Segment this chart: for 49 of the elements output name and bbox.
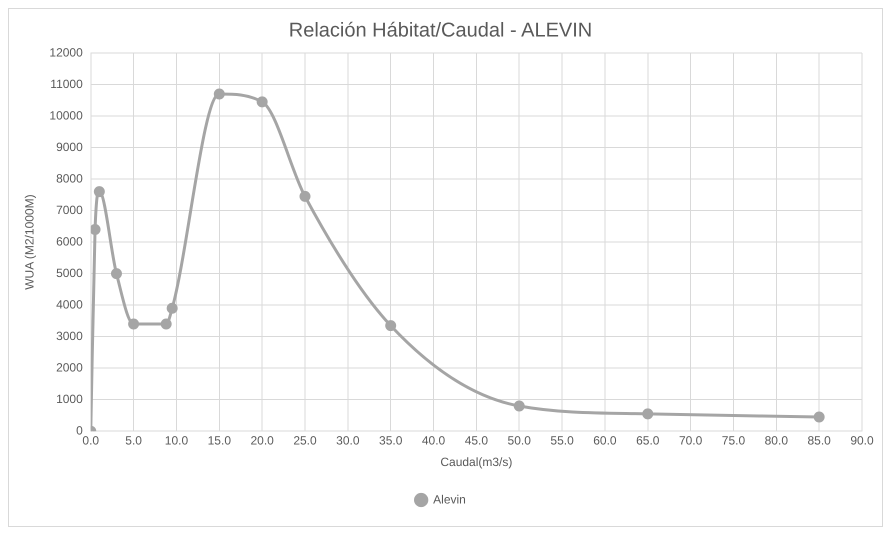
y-tick-label: 4000 <box>56 297 84 312</box>
y-tick-label: 11000 <box>50 76 84 91</box>
y-tick-label: 10000 <box>49 108 84 122</box>
x-tick-label: 60.0 <box>593 434 617 448</box>
point <box>110 268 122 280</box>
point <box>160 318 172 330</box>
point <box>90 224 101 235</box>
x-tick-label: 40.0 <box>422 434 446 448</box>
point <box>94 186 105 198</box>
chart-title: Relación Hábitat/Caudal - ALEVIN <box>288 20 592 42</box>
x-tick-label: 80.0 <box>764 434 788 448</box>
point <box>128 318 140 330</box>
y-tick-label: 8000 <box>56 171 84 186</box>
point <box>300 190 310 202</box>
point <box>514 400 525 412</box>
point <box>214 88 225 100</box>
point <box>642 408 654 420</box>
y-tick-label: 3000 <box>56 328 84 343</box>
x-tick-label: 30.0 <box>336 434 360 448</box>
y-tick-label: 5000 <box>56 266 84 280</box>
x-axis-title: Caudal(m3/s) <box>440 455 512 470</box>
y-axis-title: WUA (M2/1000M) <box>22 194 37 290</box>
x-tick-label: 55.0 <box>550 434 574 448</box>
x-tick-label: 5.0 <box>125 434 142 448</box>
x-tick-label: 45.0 <box>464 434 488 448</box>
point <box>385 320 396 332</box>
y-tick-label: 12000 <box>49 45 84 60</box>
point <box>814 412 825 423</box>
x-tick-label: 35.0 <box>379 434 403 448</box>
x-tick-label: 50.0 <box>508 434 532 448</box>
x-tick-label: 10.0 <box>164 434 188 448</box>
y-tick-label: 2000 <box>56 360 84 374</box>
point <box>166 302 178 314</box>
y-tick-label: 6000 <box>56 234 84 248</box>
x-tick-label: 25.0 <box>293 434 317 448</box>
x-tick-label: 75.0 <box>722 434 746 448</box>
y-tick-label: 0 <box>76 424 84 438</box>
x-tick-label: 65.0 <box>636 434 660 448</box>
y-tick-label: 1000 <box>56 392 84 406</box>
x-tick-label: 85.0 <box>807 434 832 448</box>
x-tick-label: 70.0 <box>678 434 703 448</box>
x-tick-label: 20.0 <box>250 434 274 448</box>
legend-label: Alevin <box>433 492 466 506</box>
y-tick-label: 9000 <box>56 140 84 154</box>
y-tick-label: 7000 <box>56 202 84 217</box>
x-tick-label: 0.0 <box>82 434 100 448</box>
point <box>256 96 268 108</box>
x-tick-label: 90.0 <box>850 434 874 448</box>
x-tick-label: 15.0 <box>208 434 232 448</box>
